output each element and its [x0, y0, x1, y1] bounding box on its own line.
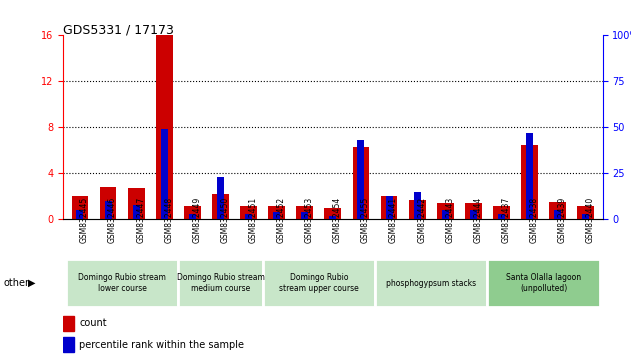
Bar	[100, 187, 117, 219]
Text: ▶: ▶	[28, 278, 36, 288]
Bar	[526, 133, 533, 219]
Bar	[375, 259, 487, 307]
Bar	[127, 188, 144, 219]
Bar	[577, 206, 594, 219]
Bar	[105, 201, 112, 219]
Text: GSM832450: GSM832450	[220, 196, 230, 242]
Text: GSM832444: GSM832444	[473, 196, 482, 242]
Text: GSM832451: GSM832451	[249, 196, 257, 242]
Bar	[357, 140, 365, 219]
Text: Domingo Rubio stream
lower course: Domingo Rubio stream lower course	[78, 274, 166, 293]
Text: GSM832438: GSM832438	[529, 196, 538, 242]
Bar	[184, 206, 201, 219]
Text: GSM832443: GSM832443	[445, 196, 454, 242]
Bar	[297, 206, 313, 219]
Text: GSM832453: GSM832453	[305, 196, 314, 242]
Bar	[442, 210, 449, 219]
Text: GSM832448: GSM832448	[164, 196, 174, 242]
Bar	[549, 202, 566, 219]
Text: GSM832439: GSM832439	[558, 196, 567, 242]
Bar	[179, 259, 262, 307]
Bar	[465, 203, 482, 219]
Text: percentile rank within the sample: percentile rank within the sample	[80, 339, 244, 350]
Text: GSM832447: GSM832447	[136, 196, 145, 242]
Bar	[353, 147, 369, 219]
Text: GSM832452: GSM832452	[276, 196, 286, 242]
Text: count: count	[80, 318, 107, 328]
Bar	[487, 259, 600, 307]
Bar	[63, 316, 74, 331]
Bar	[76, 210, 83, 219]
Text: GSM832440: GSM832440	[586, 196, 595, 242]
Bar	[245, 214, 252, 219]
Bar	[414, 192, 421, 219]
Bar	[66, 259, 179, 307]
Bar	[212, 194, 229, 219]
Text: GSM832437: GSM832437	[502, 196, 510, 242]
Bar	[498, 214, 505, 219]
Bar	[409, 200, 425, 219]
Text: Santa Olalla lagoon
(unpolluted): Santa Olalla lagoon (unpolluted)	[506, 274, 581, 293]
Bar	[493, 206, 510, 219]
Text: GSM832449: GSM832449	[192, 196, 201, 242]
Bar	[301, 212, 309, 219]
Text: Domingo Rubio
stream upper course: Domingo Rubio stream upper course	[279, 274, 358, 293]
Bar	[268, 206, 285, 219]
Text: GSM832441: GSM832441	[389, 196, 398, 242]
Bar	[273, 212, 280, 219]
Bar	[582, 214, 589, 219]
Bar	[71, 196, 88, 219]
Text: GSM832446: GSM832446	[108, 196, 117, 242]
Bar	[470, 210, 477, 219]
Bar	[262, 259, 375, 307]
Bar	[217, 177, 224, 219]
Bar	[161, 129, 168, 219]
Text: GSM832442: GSM832442	[417, 196, 426, 242]
Bar	[554, 210, 561, 219]
Bar	[189, 214, 196, 219]
Bar	[437, 203, 454, 219]
Bar	[133, 205, 139, 219]
Bar	[329, 216, 336, 219]
Text: other: other	[3, 278, 29, 288]
Bar	[324, 208, 341, 219]
Text: GSM832454: GSM832454	[333, 196, 342, 242]
Bar	[521, 145, 538, 219]
Bar	[240, 206, 257, 219]
Text: phosphogypsum stacks: phosphogypsum stacks	[386, 279, 476, 288]
Bar	[156, 35, 173, 219]
Bar	[380, 196, 398, 219]
Bar	[63, 337, 74, 352]
Text: GSM832455: GSM832455	[361, 196, 370, 242]
Text: GSM832445: GSM832445	[80, 196, 89, 242]
Text: GDS5331 / 17173: GDS5331 / 17173	[63, 23, 174, 36]
Text: Domingo Rubio stream
medium course: Domingo Rubio stream medium course	[177, 274, 264, 293]
Bar	[386, 195, 392, 219]
